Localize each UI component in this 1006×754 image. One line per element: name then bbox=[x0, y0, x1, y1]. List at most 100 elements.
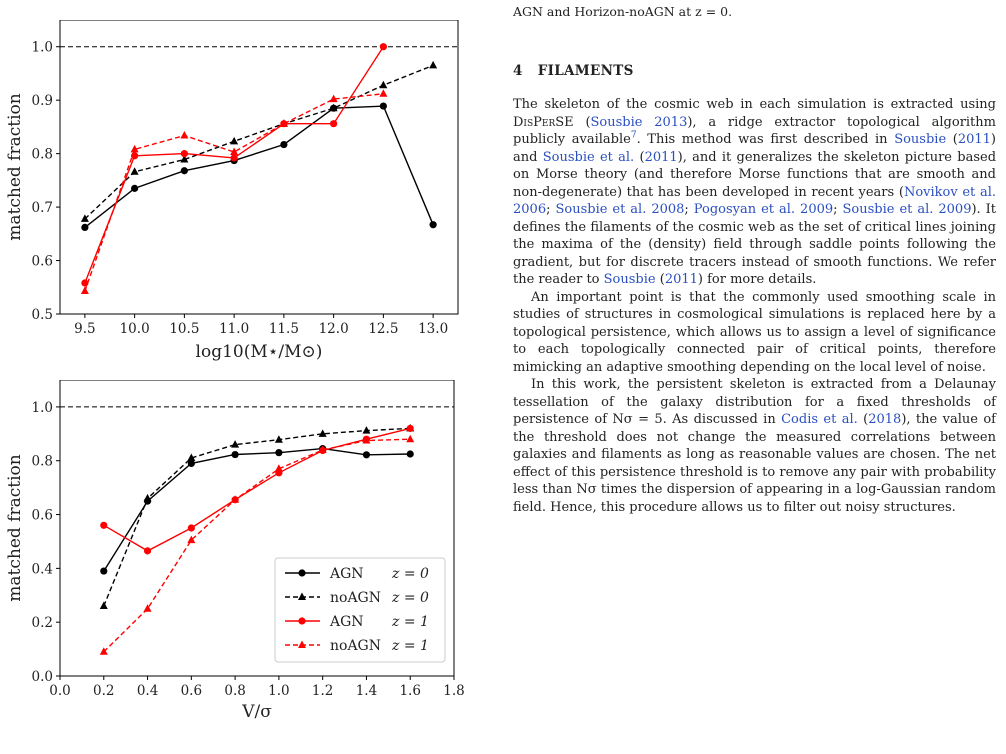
x-tick-label: 0.6 bbox=[181, 683, 202, 699]
data-point bbox=[230, 154, 238, 162]
data-point bbox=[274, 464, 283, 472]
data-point bbox=[143, 493, 152, 502]
data-point bbox=[81, 279, 89, 287]
plot-frame bbox=[59, 20, 459, 315]
citation-link[interactable]: 2018 bbox=[868, 412, 902, 427]
data-point bbox=[143, 547, 152, 555]
data-point bbox=[280, 140, 288, 149]
data-point bbox=[81, 223, 89, 232]
series-line bbox=[84, 46, 384, 284]
top-chart: 9.5 10.0 10.5 11.0 11.5 12.0 12.5 13.0 0.5 0.6 0.7… bbox=[5, 20, 459, 362]
section-number: 4 bbox=[513, 63, 523, 79]
citation-link[interactable]: Pogosyan et al. 2009 bbox=[693, 202, 834, 217]
citation-link[interactable]: Novikov et al. 2006 bbox=[513, 184, 996, 218]
caption-tail: AGN and Horizon-noAGN at z = 0. bbox=[513, 4, 733, 19]
data-point bbox=[406, 424, 414, 433]
series-line bbox=[103, 427, 411, 552]
legend-entry-redshift: z = 1 bbox=[391, 614, 429, 630]
y-tick-label: 0.7 bbox=[32, 200, 53, 216]
legend: AGN z = 0 noAGN z = 0 AGN z = 1 noAGN z = 1 bbox=[274, 557, 446, 663]
x-tick-label: 0.8 bbox=[224, 683, 245, 699]
x-tick-label: 1.4 bbox=[356, 683, 377, 699]
series-line bbox=[103, 447, 411, 572]
text-run: ( bbox=[857, 412, 869, 427]
citation-link[interactable]: Sousbie bbox=[603, 272, 656, 287]
data-point bbox=[330, 120, 338, 128]
legend-entry-label: AGN bbox=[329, 614, 364, 630]
section-title: FILAMENTS bbox=[537, 63, 634, 79]
citation-link[interactable]: 2011 bbox=[644, 149, 678, 165]
paragraph-3: In this work, the persistent skeleton is… bbox=[513, 376, 996, 516]
data-point bbox=[429, 221, 437, 229]
x-tick-label: 1.2 bbox=[312, 683, 333, 699]
x-tick-label: 0.0 bbox=[49, 683, 70, 699]
data-point bbox=[230, 147, 239, 156]
text-run: ; bbox=[684, 202, 694, 217]
text-run: ), the value of the threshold does not c… bbox=[513, 412, 996, 515]
data-point bbox=[100, 567, 108, 575]
data-point bbox=[329, 103, 338, 112]
data-point bbox=[406, 434, 415, 443]
data-point bbox=[180, 130, 189, 139]
data-point bbox=[131, 184, 139, 192]
x-tick-label: 10.0 bbox=[120, 321, 150, 337]
x-tick-label: 13.0 bbox=[418, 321, 448, 337]
data-point bbox=[362, 436, 371, 444]
x-tick-label: 11.0 bbox=[219, 321, 249, 337]
y-tick-label: 0.5 bbox=[32, 307, 53, 323]
legend-marker bbox=[298, 569, 306, 577]
text-run: ( bbox=[634, 149, 645, 165]
y-tick-label: 0.2 bbox=[32, 615, 53, 631]
data-point bbox=[429, 60, 438, 69]
y-tick-label: 0.8 bbox=[32, 147, 53, 163]
legend-entry-label: AGN bbox=[329, 566, 364, 582]
y-tick-label: 0.8 bbox=[32, 454, 53, 470]
citation-link[interactable]: Sousbie 2013 bbox=[590, 114, 688, 130]
data-point bbox=[379, 43, 387, 51]
citation-link[interactable]: 2011 bbox=[664, 272, 698, 287]
data-point bbox=[187, 453, 196, 462]
x-tick-label: 1.6 bbox=[399, 683, 420, 699]
x-tick-label: 12.5 bbox=[368, 321, 398, 337]
text-run: ( bbox=[655, 272, 665, 287]
text-run: ( bbox=[573, 114, 591, 130]
data-point bbox=[274, 435, 283, 443]
citation-link[interactable]: Sousbie bbox=[894, 132, 947, 147]
legend-marker bbox=[298, 640, 306, 648]
citation-link[interactable]: Sousbie et al. bbox=[542, 149, 635, 165]
text-run: . This method was first described in bbox=[636, 132, 895, 147]
data-point bbox=[406, 450, 414, 458]
text-run: ). It defines the filaments of the cosmi… bbox=[513, 202, 997, 287]
software-name: DisPerSE bbox=[513, 114, 574, 130]
data-point bbox=[143, 604, 152, 612]
data-point bbox=[231, 450, 239, 459]
footnote-marker: 7 bbox=[630, 130, 637, 141]
paragraph-2: An important point is that the commonly … bbox=[513, 289, 996, 377]
text-run: The skeleton of the cosmic web in each s… bbox=[513, 97, 996, 112]
series-line bbox=[103, 438, 411, 653]
citation-link[interactable]: Sousbie et al. 2009 bbox=[842, 202, 972, 217]
text-run: ), and it generalizes the skeleton pictu… bbox=[513, 149, 997, 200]
data-point bbox=[130, 167, 139, 175]
text-run: ) and bbox=[513, 132, 996, 165]
y-tick-label: 0.9 bbox=[32, 93, 53, 109]
legend-marker bbox=[298, 592, 306, 600]
data-point bbox=[99, 601, 108, 610]
data-point bbox=[80, 214, 89, 222]
data-point bbox=[187, 524, 195, 532]
body-text: The skeleton of the cosmic web in each s… bbox=[513, 96, 996, 516]
y-axis-label: matched fraction bbox=[5, 454, 25, 601]
text-run: In this work, the persistent skeleton is… bbox=[513, 377, 996, 427]
series-line bbox=[84, 64, 434, 220]
citation-link[interactable]: Sousbie et al. 2008 bbox=[555, 202, 685, 217]
citation-link[interactable]: Codis et al. bbox=[781, 412, 858, 427]
x-tick-label: 1.0 bbox=[268, 683, 289, 699]
citation-link[interactable]: 2011 bbox=[957, 132, 991, 147]
legend-entry-redshift: z = 1 bbox=[391, 638, 429, 654]
data-point bbox=[379, 102, 387, 110]
data-point bbox=[231, 440, 240, 448]
x-tick-label: 11.5 bbox=[269, 321, 299, 337]
data-point bbox=[275, 449, 283, 457]
data-point bbox=[379, 89, 388, 97]
text-run: ), a ridge extractor topological algorit… bbox=[513, 114, 996, 148]
